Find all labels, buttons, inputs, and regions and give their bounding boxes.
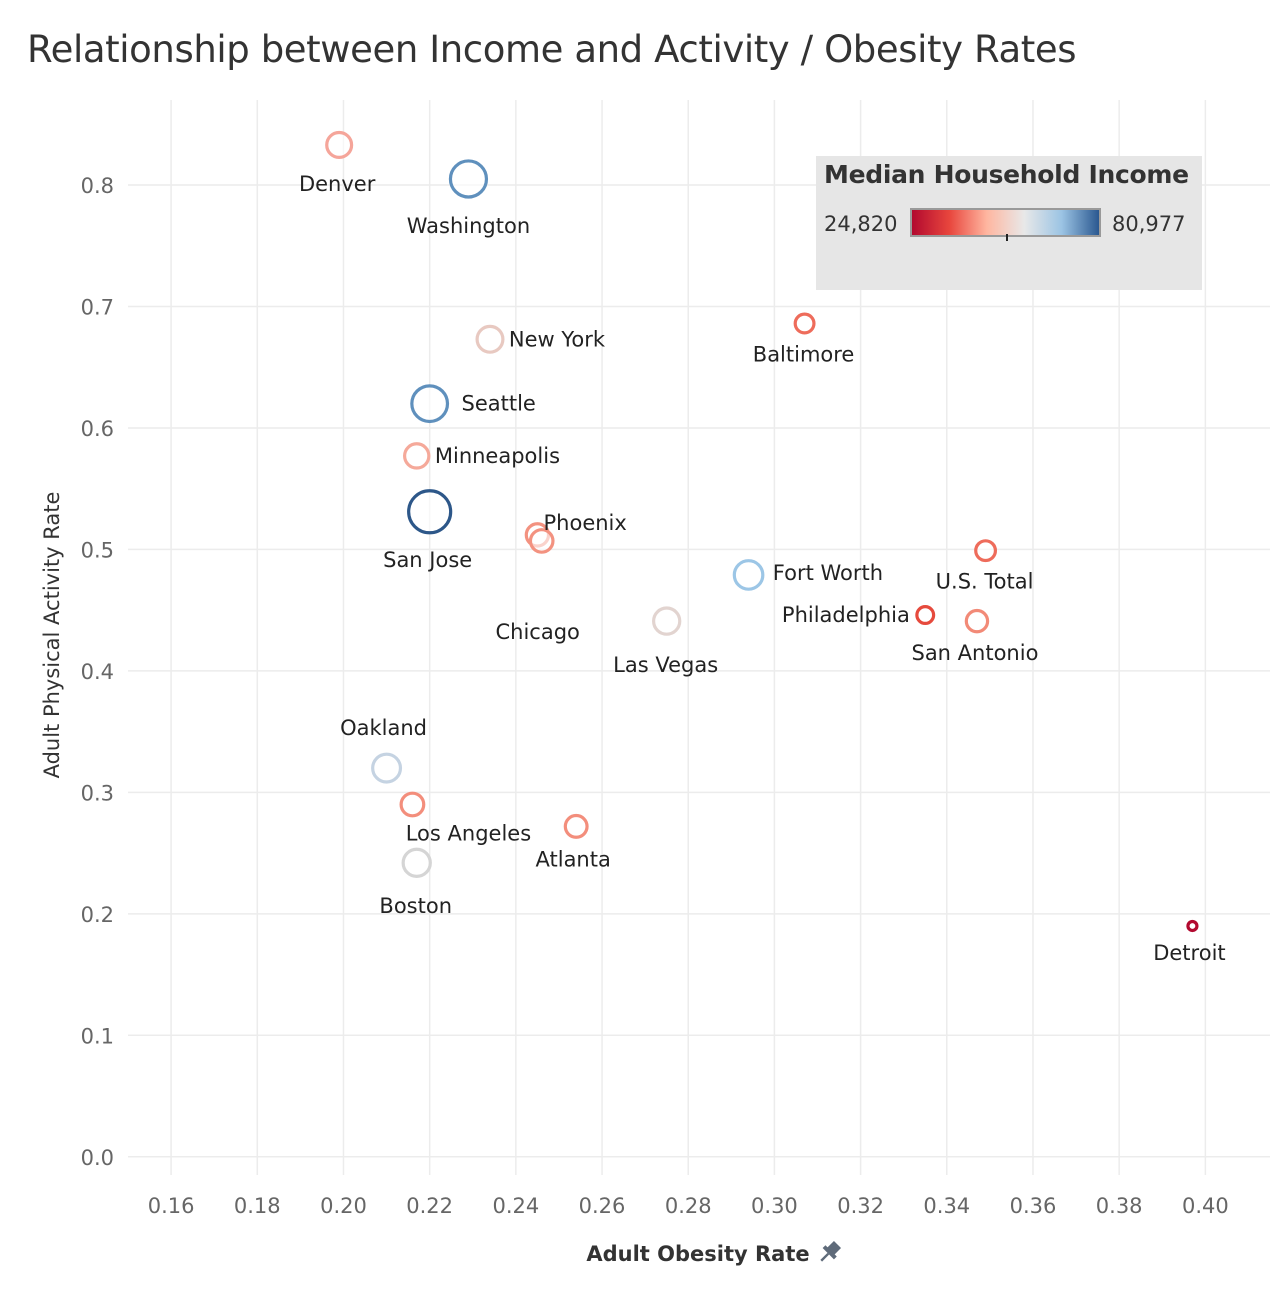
y-tick-label: 0.8 — [81, 174, 114, 198]
data-point[interactable] — [793, 312, 816, 335]
point-label: San Jose — [383, 548, 472, 572]
point-label: Boston — [379, 894, 452, 918]
data-point[interactable] — [964, 608, 990, 634]
x-tick-label: 0.30 — [751, 1194, 798, 1218]
legend-color-ramp — [910, 208, 1101, 237]
x-axis-title[interactable]: Adult Obesity Rate — [586, 1242, 809, 1266]
x-tick-label: 0.38 — [1096, 1194, 1143, 1218]
data-point[interactable] — [325, 130, 354, 159]
data-point[interactable] — [652, 606, 682, 636]
point-label: Chicago — [496, 620, 580, 644]
point-label: Denver — [299, 172, 376, 196]
x-tick-label: 0.22 — [406, 1194, 453, 1218]
point-label: Washington — [407, 214, 530, 238]
x-tick-label: 0.18 — [234, 1194, 281, 1218]
y-tick-label: 0.0 — [81, 1146, 114, 1170]
y-axis-ticks: 0.0 0.1 0.2 0.3 0.4 0.5 0.6 0.7 0.8 — [81, 174, 114, 1170]
color-legend[interactable]: Median Household Income 24,820 80,977 — [816, 156, 1202, 290]
point-label: Fort Worth — [773, 561, 883, 585]
data-point[interactable] — [1186, 919, 1199, 933]
data-point[interactable] — [915, 605, 936, 626]
x-tick-label: 0.36 — [1010, 1194, 1057, 1218]
legend-min-label: 24,820 — [824, 212, 898, 236]
y-tick-label: 0.6 — [81, 417, 114, 441]
x-axis-ticks: 0.16 0.18 0.20 0.22 0.24 0.26 0.28 0.30 0.32 0.34… — [148, 1194, 1229, 1218]
data-point[interactable] — [974, 539, 998, 563]
point-label: Seattle — [461, 392, 535, 416]
point-label: Detroit — [1153, 941, 1225, 965]
point-label: New York — [509, 327, 606, 351]
point-label: Phoenix — [544, 511, 627, 535]
x-tick-label: 0.26 — [579, 1194, 626, 1218]
x-tick-label: 0.28 — [665, 1194, 712, 1218]
point-label: Philadelphia — [782, 603, 910, 627]
point-label: San Antonio — [911, 641, 1038, 665]
point-labels: Denver Washington New York Baltimore Seattle… — [299, 172, 1226, 965]
y-tick-label: 0.2 — [81, 903, 114, 927]
point-label: Los Angeles — [406, 822, 531, 846]
data-point[interactable] — [528, 528, 555, 554]
data-point[interactable] — [401, 847, 432, 878]
y-tick-label: 0.5 — [81, 538, 114, 562]
x-tick-label: 0.32 — [837, 1194, 884, 1218]
legend-max-label: 80,977 — [1112, 212, 1186, 236]
point-label: U.S. Total — [936, 570, 1034, 594]
point-label: Oakland — [340, 716, 427, 740]
pin-icon[interactable] — [816, 1239, 844, 1267]
point-label: Baltimore — [753, 343, 855, 367]
legend-title: Median Household Income — [824, 160, 1189, 189]
point-label: Las Vegas — [613, 653, 718, 677]
x-tick-label: 0.16 — [148, 1194, 195, 1218]
x-tick-label: 0.34 — [923, 1194, 970, 1218]
data-point[interactable] — [475, 324, 505, 354]
chart-title: Relationship between Income and Activity… — [27, 28, 1077, 71]
y-tick-label: 0.4 — [81, 660, 114, 684]
data-point[interactable] — [371, 752, 403, 784]
data-point[interactable] — [448, 159, 489, 199]
data-point[interactable] — [399, 791, 426, 818]
x-tick-label: 0.40 — [1182, 1194, 1229, 1218]
x-tick-label: 0.24 — [492, 1194, 539, 1218]
y-tick-label: 0.1 — [81, 1024, 114, 1048]
point-label: Atlanta — [536, 847, 611, 871]
x-tick-label: 0.20 — [320, 1194, 367, 1218]
data-point[interactable] — [732, 559, 765, 591]
data-point[interactable] — [563, 813, 589, 839]
point-label: Minneapolis — [435, 444, 560, 468]
data-point[interactable] — [407, 489, 453, 535]
data-point[interactable] — [402, 442, 431, 470]
data-point[interactable] — [410, 384, 450, 424]
data-points — [325, 130, 1199, 933]
y-axis-title: Adult Physical Activity Rate — [40, 492, 64, 779]
legend-tick-mark — [1006, 234, 1008, 241]
y-tick-label: 0.7 — [81, 295, 114, 319]
y-tick-label: 0.3 — [81, 781, 114, 805]
